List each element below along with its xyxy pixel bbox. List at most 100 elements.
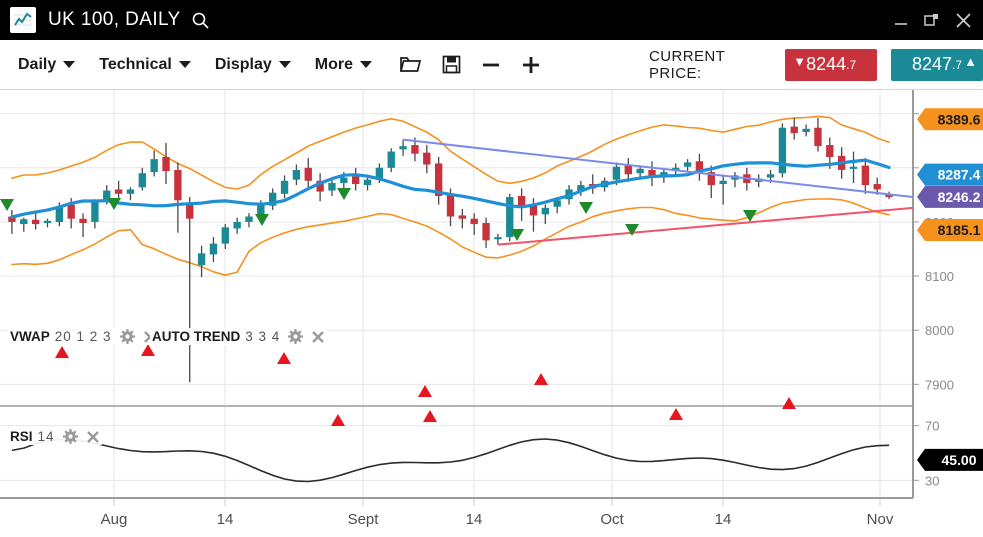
buy-signal-arrow[interactable] (418, 385, 432, 397)
candle-body (126, 189, 135, 194)
close-icon[interactable] (311, 330, 325, 344)
moving-average-badge-text: 8287.4 (938, 167, 981, 183)
title-bar: UK 100, DAILY (0, 0, 983, 40)
display-menu[interactable]: Display (203, 40, 303, 89)
sell-signal-arrow[interactable] (107, 198, 121, 210)
vwap-upper-band-badge[interactable]: 8389.6 (917, 108, 983, 131)
app-logo (10, 7, 36, 33)
candle-body (648, 169, 656, 177)
buy-signal-arrow[interactable] (331, 414, 345, 426)
chevron-down-icon (278, 61, 291, 68)
vwap-lower-band-badge-shape (917, 218, 983, 241)
sell-signal-arrow[interactable] (255, 214, 269, 226)
rsi-value-badge[interactable]: 45.00 (917, 448, 983, 471)
candle-body (826, 145, 834, 157)
candle-body (197, 253, 206, 266)
candle-body (221, 227, 229, 244)
chart-background (0, 90, 913, 498)
gear-icon[interactable] (119, 329, 135, 344)
buy-signal-arrow[interactable] (782, 397, 796, 409)
search-icon[interactable] (191, 11, 210, 30)
candle-body (778, 127, 787, 174)
candle-body (802, 128, 810, 133)
arrow-up-icon: ▲ (964, 53, 977, 69)
buy-signal-arrow[interactable] (669, 408, 683, 420)
signal-markers (0, 188, 796, 426)
buy-signal-arrow[interactable] (423, 410, 437, 422)
candle-body (67, 204, 75, 219)
candle-body (494, 237, 502, 240)
trendline-upper-badge[interactable]: 8246.2 (917, 185, 983, 208)
chevron-down-icon (63, 61, 76, 68)
candle-body (719, 180, 727, 185)
close-icon[interactable] (954, 11, 973, 30)
date-axis-label: Sept (348, 511, 380, 528)
candle-body (683, 162, 692, 167)
rsi-line (11, 438, 890, 483)
candle-body (20, 219, 28, 225)
buy-signal-arrow[interactable] (534, 373, 548, 385)
date-axis-label: Aug (101, 511, 128, 528)
vwap-lower-band-line (11, 198, 890, 276)
zoom-out-icon[interactable] (471, 40, 511, 89)
vwap-name: VWAP (10, 329, 50, 344)
candle-body (482, 223, 490, 241)
auto-trendline-upper (402, 138, 914, 199)
gear-icon[interactable] (288, 329, 304, 344)
moving-average-badge[interactable]: 8287.4 (917, 163, 983, 186)
candle-body (55, 206, 64, 222)
vwap-params: 20 1 2 3 (54, 329, 112, 344)
ask-price-fraction: .7 (952, 57, 963, 72)
sell-signal-arrow[interactable] (625, 224, 639, 236)
candle-body (707, 172, 715, 186)
more-menu[interactable]: More (303, 40, 384, 89)
candle-body (257, 204, 265, 216)
candle-body (91, 202, 99, 222)
technical-menu[interactable]: Technical (87, 40, 203, 89)
candle-body (233, 221, 241, 229)
candle-body (209, 243, 218, 255)
candle-body (517, 195, 526, 207)
sell-signal-arrow[interactable] (743, 210, 757, 222)
open-folder-icon[interactable] (390, 40, 432, 89)
candle-body (31, 219, 40, 225)
vwap-upper-band-badge-text: 8389.6 (938, 111, 981, 127)
candle-body (529, 205, 538, 216)
candle-body (423, 152, 431, 165)
bid-price-badge[interactable]: ▼ 8244.7 (785, 48, 878, 81)
buy-signal-arrow[interactable] (277, 352, 291, 364)
buy-signal-arrow[interactable] (141, 344, 155, 356)
candle-body (79, 218, 87, 224)
indicator-label-vwap[interactable]: VWAP 20 1 2 3 (8, 328, 159, 345)
sell-signal-arrow[interactable] (0, 199, 14, 211)
zoom-in-icon[interactable] (511, 40, 551, 89)
vwap-lower-band-badge[interactable]: 8185.1 (917, 218, 983, 241)
date-axis-label: 14 (466, 511, 483, 528)
close-icon[interactable] (86, 430, 100, 444)
indicator-label-auto-trend[interactable]: AUTO TREND 3 3 4 (150, 328, 328, 345)
vwap-lower-band-badge-text: 8185.1 (938, 222, 981, 238)
gear-icon[interactable] (62, 429, 78, 444)
price-axis-label: 8100 (925, 269, 954, 284)
vwap-upper-band-line (11, 115, 890, 190)
chart-area[interactable]: 8400830082008100800079007030Aug14Sept14O… (0, 90, 983, 537)
sell-signal-arrow[interactable] (337, 188, 351, 200)
save-icon[interactable] (432, 40, 471, 89)
minimize-icon[interactable] (893, 12, 909, 28)
candle-body (150, 159, 158, 173)
restore-window-icon[interactable] (923, 12, 940, 29)
rsi-axis-label: 70 (925, 419, 939, 434)
rsi-value-badge-text: 45.00 (941, 452, 976, 468)
date-axis-label: Oct (600, 511, 624, 528)
buy-signal-arrow[interactable] (55, 346, 69, 358)
sell-signal-arrow[interactable] (579, 202, 593, 214)
ask-price-badge[interactable]: 8247.7 ▲ (891, 48, 983, 81)
price-chart-svg[interactable]: 8400830082008100800079007030Aug14Sept14O… (0, 90, 983, 537)
moving-average-badge-shape (917, 163, 983, 186)
candle-body (43, 220, 52, 224)
sell-signal-arrow[interactable] (510, 229, 524, 241)
candle-body (849, 166, 858, 169)
candle-body (138, 173, 146, 188)
timeframe-menu[interactable]: Daily (6, 40, 87, 89)
indicator-label-rsi[interactable]: RSI 14 (8, 428, 102, 445)
